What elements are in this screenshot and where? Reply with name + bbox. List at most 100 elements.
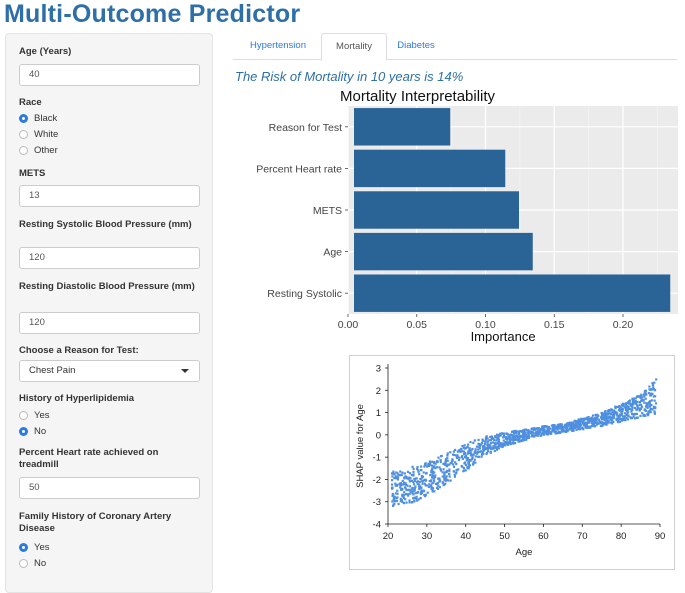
radio-selected-icon[interactable] xyxy=(19,426,28,436)
race-option-white[interactable]: White xyxy=(19,127,58,141)
scatter-point xyxy=(620,412,624,415)
scatter-point xyxy=(396,478,400,481)
scatter-point xyxy=(627,414,630,417)
scatter-point xyxy=(472,441,475,444)
scatter-point xyxy=(624,419,627,422)
family-history-option-yes[interactable]: Yes xyxy=(19,540,50,554)
scatter-point xyxy=(610,422,614,425)
scatter-point xyxy=(605,422,608,425)
scatter-point xyxy=(431,467,434,470)
scatter-point xyxy=(604,413,607,417)
scatter-point xyxy=(502,433,506,436)
radio-icon[interactable] xyxy=(19,410,28,420)
scatter-point xyxy=(577,423,581,426)
scatter-point xyxy=(433,471,436,474)
scatter-point xyxy=(547,429,550,432)
tab-diabetes[interactable]: Diabetes xyxy=(397,40,435,51)
tab-hypertension[interactable]: Hypertension xyxy=(250,40,306,51)
scatter-point xyxy=(529,430,532,433)
scatter-point xyxy=(523,428,526,431)
scatter-point xyxy=(417,485,421,488)
scatter-point xyxy=(423,493,426,497)
scatter-point xyxy=(655,378,658,381)
scatter-point xyxy=(411,490,415,493)
scatter-point xyxy=(439,460,442,463)
hyperlipidemia-label: History of Hyperlipidemia xyxy=(19,393,135,404)
radio-selected-icon[interactable] xyxy=(19,542,28,552)
scatter-point xyxy=(618,417,621,420)
scatter-point xyxy=(577,426,580,429)
scatter-point xyxy=(445,469,449,472)
tab-mortality[interactable]: Mortality xyxy=(321,33,387,61)
scatter-point xyxy=(612,409,616,412)
age-input[interactable]: 40 xyxy=(19,64,200,86)
x-tick-label: 30 xyxy=(422,531,433,542)
scatter-point xyxy=(402,481,406,484)
scatter-point xyxy=(432,481,435,484)
scatter-point xyxy=(501,444,505,447)
scatter-point xyxy=(654,395,657,398)
scatter-point xyxy=(407,494,410,497)
diastolic-label: Resting Diastolic Blood Pressure (mm) xyxy=(19,281,195,292)
scatter-point xyxy=(525,438,528,441)
radio-icon[interactable] xyxy=(19,558,28,568)
scatter-point xyxy=(644,389,647,392)
scatter-point xyxy=(434,474,437,477)
scatter-point xyxy=(420,465,423,468)
reason-select[interactable]: Chest Pain xyxy=(19,360,200,382)
scatter-point xyxy=(503,443,506,447)
scatter-point xyxy=(597,422,600,425)
scatter-point xyxy=(417,469,420,472)
scatter-point xyxy=(439,469,443,472)
scatter-point xyxy=(581,427,584,430)
scatter-point xyxy=(522,434,525,437)
scatter-point xyxy=(525,437,528,440)
heart-rate-input[interactable]: 50 xyxy=(19,477,200,499)
y-tick-label: Resting Systolic xyxy=(267,288,342,300)
scatter-point xyxy=(418,483,421,486)
race-option-black[interactable]: Black xyxy=(19,111,57,125)
scatter-point xyxy=(399,497,402,500)
scatter-point xyxy=(444,458,447,461)
scatter-point xyxy=(592,418,595,421)
scatter-point xyxy=(552,425,555,428)
scatter-point xyxy=(444,482,447,485)
scatter-point xyxy=(488,439,491,442)
scatter-point xyxy=(439,458,442,462)
scatter-point xyxy=(632,415,635,418)
scatter-point xyxy=(577,427,580,431)
hyperlipidemia-option-no[interactable]: No xyxy=(19,424,46,438)
scatter-point xyxy=(500,445,503,448)
scatter-point xyxy=(417,498,420,501)
scatter-point xyxy=(486,445,489,448)
scatter-point xyxy=(394,492,398,495)
scatter-point xyxy=(536,434,539,437)
scatter-point xyxy=(489,450,492,454)
scatter-point xyxy=(408,489,411,492)
scatter-point xyxy=(611,411,614,414)
scatter-point xyxy=(405,501,408,504)
diastolic-input[interactable]: 120 xyxy=(19,312,200,334)
scatter-point xyxy=(453,475,457,478)
bar-age xyxy=(354,232,533,271)
scatter-point xyxy=(403,472,406,475)
scatter-point xyxy=(408,476,411,479)
mets-input[interactable]: 13 xyxy=(19,185,200,207)
scatter-point xyxy=(469,440,472,444)
scatter-point xyxy=(464,454,468,457)
scatter-point xyxy=(644,409,648,412)
race-option-other[interactable]: Other xyxy=(19,143,58,157)
radio-selected-icon[interactable] xyxy=(19,113,28,123)
scatter-point xyxy=(435,482,438,486)
scatter-point xyxy=(637,395,640,398)
radio-icon[interactable] xyxy=(19,145,28,155)
scatter-point xyxy=(467,461,470,464)
scatter-point xyxy=(419,491,423,494)
family-history-option-no[interactable]: No xyxy=(19,556,46,570)
systolic-input[interactable]: 120 xyxy=(19,247,200,269)
x-tick-label: 60 xyxy=(538,531,549,542)
scatter-point xyxy=(410,479,413,482)
hyperlipidemia-option-yes[interactable]: Yes xyxy=(19,408,50,422)
scatter-point xyxy=(494,444,497,447)
radio-icon[interactable] xyxy=(19,129,28,139)
